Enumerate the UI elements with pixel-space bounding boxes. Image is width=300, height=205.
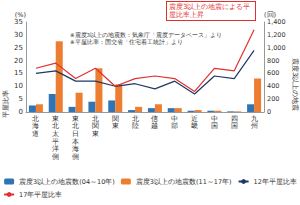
svg-text:震度3以上の地震数(11～17年): 震度3以上の地震数(11～17年) (136, 178, 232, 186)
svg-text:400: 400 (267, 82, 279, 90)
svg-text:800: 800 (267, 57, 279, 65)
svg-text:国: 国 (231, 122, 238, 130)
svg-text:35: 35 (14, 18, 23, 26)
svg-text:日: 日 (72, 130, 80, 138)
svg-text:1,400: 1,400 (267, 18, 286, 26)
svg-text:関: 関 (91, 122, 99, 131)
svg-text:0: 0 (267, 108, 271, 116)
svg-text:国: 国 (211, 122, 218, 130)
svg-text:平: 平 (52, 137, 60, 146)
svg-text:洋: 洋 (52, 145, 60, 154)
svg-text:側: 側 (72, 153, 79, 161)
svg-text:東: 東 (52, 114, 60, 123)
svg-text:(回): (回) (264, 10, 277, 19)
svg-text:17年平屋比率: 17年平屋比率 (19, 191, 62, 199)
svg-text:道: 道 (32, 130, 39, 138)
svg-text:畿: 畿 (191, 122, 198, 130)
svg-text:12年平屋比率: 12年平屋比率 (254, 178, 297, 186)
svg-text:屋比率上昇: 屋比率上昇 (169, 11, 204, 19)
svg-text:北: 北 (91, 114, 99, 123)
svg-text:中: 中 (171, 114, 179, 123)
svg-text:太: 太 (52, 130, 60, 138)
svg-text:東: 東 (72, 114, 80, 123)
svg-text:本: 本 (72, 137, 80, 146)
svg-text:海: 海 (32, 122, 40, 131)
svg-text:0: 0 (19, 108, 23, 116)
svg-text:25: 25 (14, 44, 23, 52)
svg-text:30: 30 (14, 31, 23, 39)
svg-text:20: 20 (14, 57, 23, 65)
svg-text:5: 5 (19, 95, 23, 103)
svg-text:部: 部 (171, 122, 178, 130)
svg-text:※震度3以上の地震数：気象庁「震度データベース」より: ※震度3以上の地震数：気象庁「震度データベース」より (70, 31, 222, 38)
svg-text:陸: 陸 (132, 122, 139, 130)
svg-text:越: 越 (151, 122, 158, 130)
svg-text:※平屋比率：国交省「住宅着工統計」より: ※平屋比率：国交省「住宅着工統計」より (70, 38, 183, 45)
svg-text:海: 海 (72, 145, 80, 154)
svg-text:東: 東 (92, 130, 99, 138)
svg-text:震度3以上の地震: 震度3以上の地震 (291, 58, 299, 111)
svg-text:震度3以上の地震数(04～10年): 震度3以上の地震数(04～10年) (19, 178, 115, 186)
svg-text:九: 九 (250, 114, 258, 123)
svg-text:中: 中 (210, 114, 218, 123)
svg-text:600: 600 (267, 69, 279, 77)
svg-text:東: 東 (112, 122, 119, 130)
svg-text:200: 200 (267, 95, 279, 103)
svg-text:1,000: 1,000 (267, 44, 286, 52)
svg-text:震度3以上の地震による平: 震度3以上の地震による平 (169, 3, 250, 11)
svg-text:北: 北 (32, 114, 40, 123)
svg-text:10: 10 (14, 82, 23, 90)
svg-text:平屋比率: 平屋比率 (2, 90, 10, 118)
svg-text:近: 近 (191, 114, 199, 123)
svg-text:四: 四 (230, 114, 238, 123)
svg-text:北: 北 (52, 122, 60, 131)
svg-text:15: 15 (14, 69, 23, 77)
svg-text:関: 関 (111, 114, 119, 123)
svg-text:1,200: 1,200 (267, 31, 286, 39)
svg-text:北: 北 (131, 114, 139, 123)
svg-text:北: 北 (72, 122, 80, 131)
svg-text:側: 側 (52, 153, 59, 161)
svg-text:州: 州 (251, 122, 258, 130)
svg-text:信: 信 (151, 114, 159, 123)
